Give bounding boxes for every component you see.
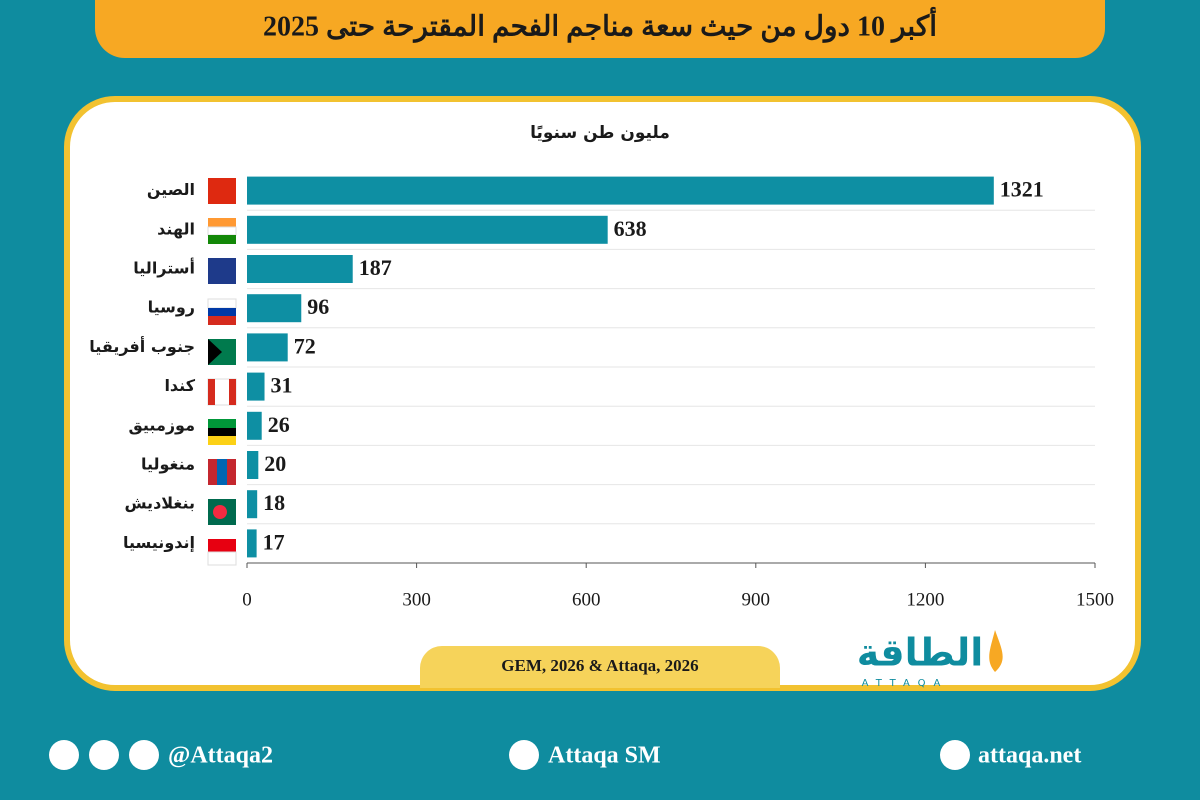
flag — [213, 505, 227, 519]
category-label: موزمبيق — [128, 415, 195, 434]
bar — [247, 451, 259, 479]
flag — [208, 436, 236, 445]
bar — [247, 255, 353, 283]
flag — [208, 258, 236, 284]
flags — [207, 178, 237, 566]
youtube-handle: Attaqa SM — [548, 743, 661, 769]
logo-text: الطاقة — [857, 631, 984, 675]
value-label: 638 — [614, 216, 647, 241]
value-label: 17 — [263, 529, 285, 554]
source-pill — [420, 646, 780, 688]
value-label: 31 — [271, 373, 293, 398]
category-label: الصين — [147, 180, 195, 199]
category-label: روسيا — [148, 298, 195, 317]
flag — [229, 379, 236, 405]
flag — [208, 459, 217, 485]
logo-latin: ATTAQA — [862, 678, 949, 689]
social-icons — [49, 740, 970, 770]
bar — [247, 176, 994, 205]
category-label: منغوليا — [141, 455, 195, 474]
value-label: 20 — [264, 451, 286, 476]
bar — [247, 294, 302, 323]
category-label: الهند — [157, 219, 195, 238]
value-label: 1321 — [1000, 177, 1044, 202]
icon-instagram — [89, 740, 119, 770]
value-label: 96 — [307, 294, 329, 319]
bar — [247, 411, 262, 440]
flag — [208, 316, 236, 325]
category-label: جنوب أفريقيا — [89, 336, 195, 356]
icon-facebook — [129, 740, 159, 770]
logo-drop — [989, 630, 1003, 672]
title-banner — [95, 0, 1105, 58]
icon-web — [940, 740, 970, 770]
bar — [247, 333, 288, 362]
flag — [208, 419, 236, 428]
source: GEM, 2026 & Attaqa, 2026 — [501, 656, 698, 675]
bar — [247, 490, 258, 519]
flag — [208, 308, 236, 316]
website: attaqa.net — [978, 743, 1081, 769]
flag — [208, 339, 222, 365]
flag — [227, 459, 236, 485]
x-tick-label: 1500 — [1076, 589, 1114, 610]
flag — [208, 539, 236, 552]
bar — [247, 215, 608, 244]
flag — [207, 226, 237, 236]
x-tick-label: 900 — [742, 589, 771, 610]
x-tick-label: 0 — [242, 589, 252, 610]
category-label: أستراليا — [133, 258, 195, 278]
bar — [247, 372, 265, 401]
unit-label: مليون طن سنويًا — [530, 123, 670, 143]
x-tick-label: 600 — [572, 589, 601, 610]
title: أكبر 10 دول من حيث سعة مناجم الفحم المقت… — [263, 7, 937, 43]
flag — [207, 551, 237, 566]
category-label: إندونيسيا — [123, 533, 195, 552]
icon-youtube — [509, 740, 539, 770]
flag — [208, 235, 236, 244]
flag — [208, 428, 236, 436]
category-label: بنغلاديش — [124, 494, 195, 513]
value-label: 18 — [263, 490, 285, 515]
flag — [208, 178, 236, 204]
flag — [208, 379, 215, 405]
flag — [207, 298, 237, 309]
flag — [208, 218, 236, 227]
x-tick-label: 300 — [402, 589, 431, 610]
value-label: 187 — [359, 255, 392, 280]
x-tick-label: 1200 — [906, 589, 944, 610]
value-label: 26 — [268, 412, 290, 437]
category-label: كندا — [164, 376, 195, 395]
icon-x — [49, 740, 79, 770]
social-handle: @Attaqa2 — [168, 743, 273, 769]
value-label: 72 — [294, 333, 316, 358]
bar — [247, 529, 257, 558]
